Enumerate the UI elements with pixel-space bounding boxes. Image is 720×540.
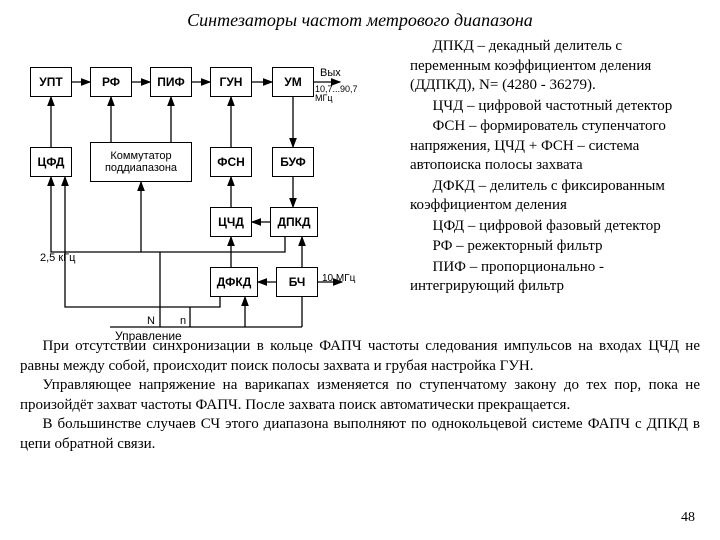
page-title: Синтезаторы частот метрового диапазона bbox=[20, 10, 700, 31]
label-N: N bbox=[147, 315, 155, 327]
block-gun: ГУН bbox=[210, 67, 252, 97]
abbrev-definitions: ДПКД – декадный делитель с переменным ко… bbox=[410, 37, 700, 337]
def-cchd: ЦЧД – цифровой частотный детектор bbox=[410, 97, 700, 117]
block-dpkd: ДПКД bbox=[270, 207, 318, 237]
block-upt: УПТ bbox=[30, 67, 72, 97]
block-cchd: ЦЧД bbox=[210, 207, 252, 237]
page-number: 48 bbox=[681, 510, 695, 526]
def-rf: РФ – режекторный фильтр bbox=[410, 237, 700, 257]
label-freq1: 10,7...90,7 МГц bbox=[315, 85, 375, 103]
block-diagram: УПТ РФ ПИФ ГУН УМ ЦФД Коммутатор поддиап… bbox=[20, 37, 400, 337]
block-dfkd: ДФКД bbox=[210, 267, 258, 297]
block-pif: ПИФ bbox=[150, 67, 192, 97]
paragraph-2: Управляющее напряжение на варикапах изме… bbox=[20, 376, 700, 415]
def-dfkd: ДФКД – делитель с фиксированным коэффици… bbox=[410, 177, 700, 216]
paragraph-3: В большинстве случаев СЧ этого диапазона… bbox=[20, 415, 700, 454]
block-rf: РФ bbox=[90, 67, 132, 97]
label-mhz10: 10 МГц bbox=[322, 273, 355, 284]
label-khz: 2,5 кГц bbox=[40, 253, 75, 264]
def-pif: ПИФ – пропорционально - интегрирующий фи… bbox=[410, 258, 700, 297]
label-upravlenie: Управление bbox=[115, 329, 182, 343]
block-buf: БУФ bbox=[272, 147, 314, 177]
body-text: При отсутствии синхронизации в кольце ФА… bbox=[20, 337, 700, 454]
block-komm: Коммутатор поддиапазона bbox=[90, 142, 192, 182]
def-fsn: ФСН – формирователь ступенчатого напряже… bbox=[410, 117, 700, 176]
def-dpkd: ДПКД – декадный делитель с переменным ко… bbox=[410, 37, 700, 96]
label-n: n bbox=[180, 315, 186, 327]
label-vyh: Вых bbox=[320, 67, 341, 79]
block-bch: БЧ bbox=[276, 267, 318, 297]
top-section: УПТ РФ ПИФ ГУН УМ ЦФД Коммутатор поддиап… bbox=[20, 37, 700, 337]
block-um: УМ bbox=[272, 67, 314, 97]
def-cfd: ЦФД – цифровой фазовый детектор bbox=[410, 217, 700, 237]
block-cfd: ЦФД bbox=[30, 147, 72, 177]
block-fsn: ФСН bbox=[210, 147, 252, 177]
